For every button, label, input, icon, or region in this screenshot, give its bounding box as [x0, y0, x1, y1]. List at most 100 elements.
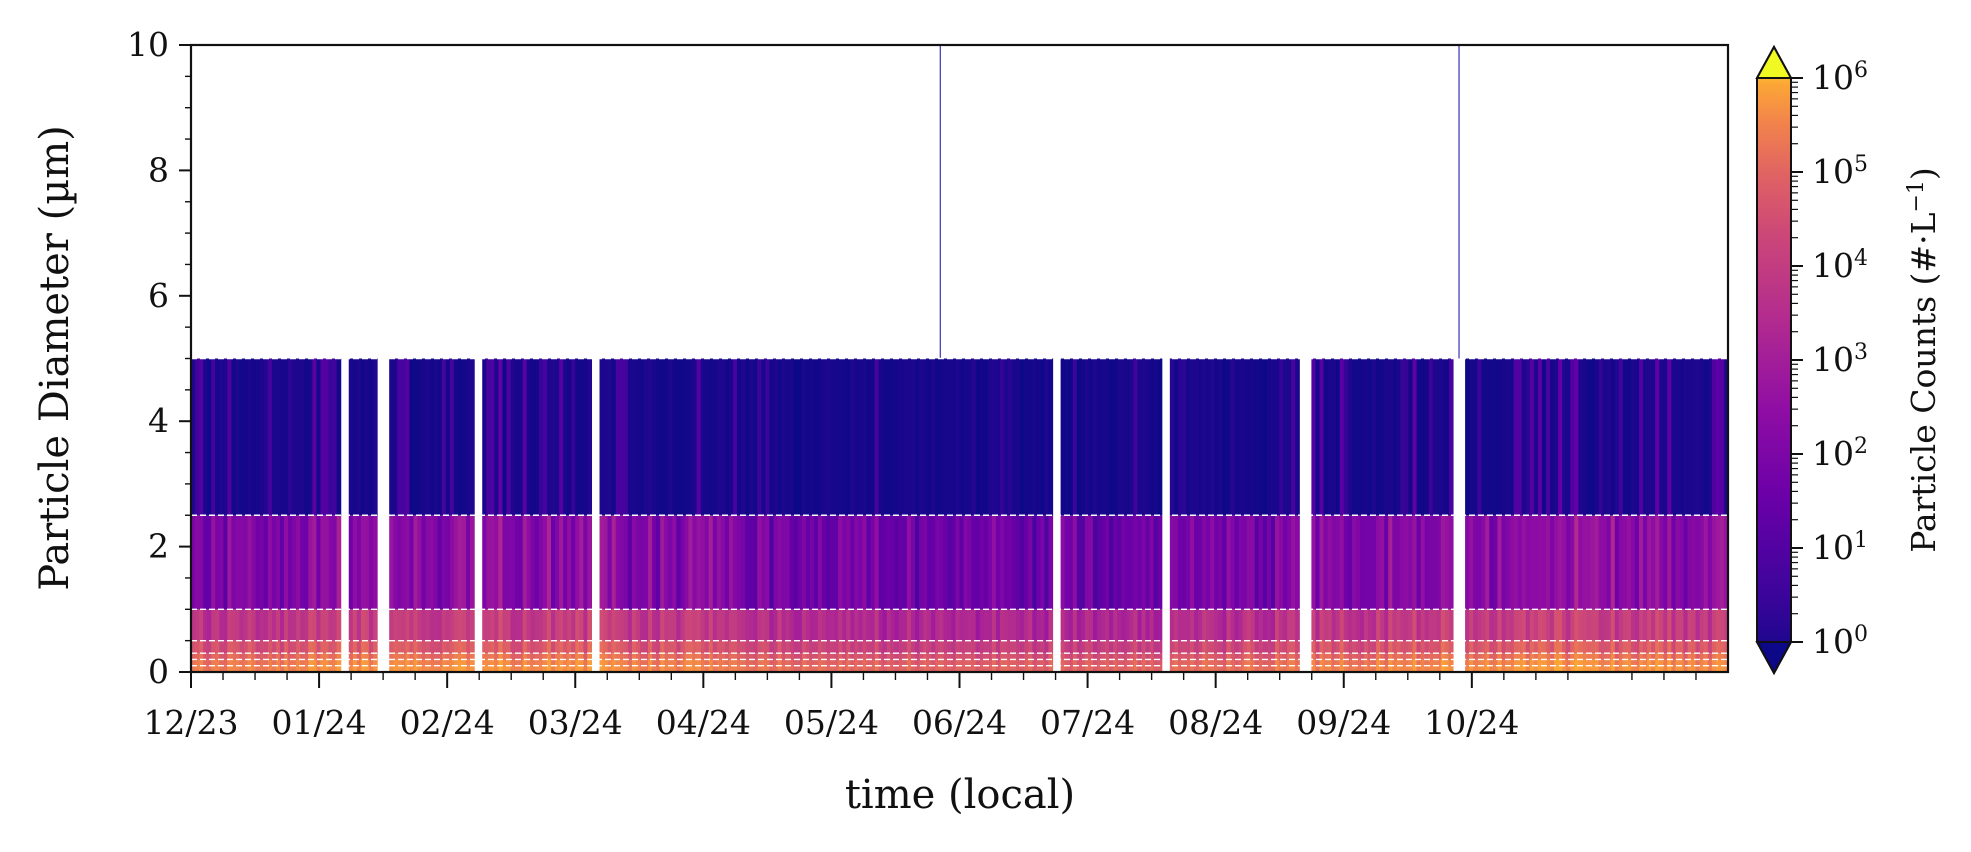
heatmap-cell	[1153, 515, 1159, 610]
heatmap-cell	[858, 609, 864, 641]
heatmap-cell	[514, 358, 520, 516]
heatmap-cell	[457, 640, 463, 654]
heatmap-cell	[1331, 358, 1337, 516]
heatmap-cell	[846, 659, 851, 666]
heatmap-cell	[1210, 665, 1215, 672]
heatmap-cell	[1020, 640, 1025, 654]
heatmap-cell	[995, 653, 1001, 660]
heatmap-cell	[1643, 640, 1648, 654]
heatmap-cell	[696, 653, 702, 660]
heatmap-cell	[615, 665, 621, 672]
heatmap-cell	[688, 640, 694, 654]
heatmap-cell	[898, 640, 904, 654]
heatmap-cell	[599, 609, 605, 641]
heatmap-cell	[1578, 609, 1583, 641]
heatmap-cell	[1440, 515, 1446, 610]
heatmap-cell	[923, 358, 928, 516]
heatmap-cell	[247, 609, 253, 641]
x-tick-label: 07/24	[1040, 703, 1135, 742]
heatmap-cell	[1266, 653, 1272, 660]
heatmap-cell	[919, 653, 924, 660]
heatmap-cell	[1230, 515, 1236, 610]
heatmap-cell	[943, 640, 948, 654]
heatmap-cell	[409, 665, 415, 672]
heatmap-cell	[563, 609, 568, 641]
heatmap-cell	[765, 640, 770, 654]
heatmap-cell	[805, 515, 811, 610]
heatmap-cell	[1574, 358, 1579, 516]
heatmap-cell	[223, 665, 228, 672]
heatmap-cell	[773, 358, 779, 516]
heatmap-cell	[1137, 609, 1143, 641]
heatmap-cell	[1505, 515, 1511, 610]
heatmap-cell	[425, 515, 431, 610]
heatmap-cell	[1129, 640, 1135, 654]
heatmap-cell	[898, 659, 904, 666]
heatmap-cell	[1036, 653, 1041, 660]
heatmap-cell	[1003, 659, 1009, 666]
heatmap-cell	[502, 358, 508, 516]
heatmap-cell	[587, 653, 593, 660]
heatmap-cell	[765, 659, 770, 666]
heatmap-cell	[777, 515, 783, 610]
heatmap-cell	[963, 640, 969, 654]
heatmap-cell	[915, 515, 920, 610]
heatmap-cell	[1088, 609, 1094, 641]
heatmap-cell	[195, 515, 200, 610]
heatmap-cell	[421, 665, 427, 672]
heatmap-cell	[1117, 665, 1122, 672]
heatmap-cell	[623, 665, 629, 672]
heatmap-cell	[1218, 609, 1223, 641]
heatmap-cell	[1242, 609, 1248, 641]
heatmap-cell	[991, 665, 997, 672]
heatmap-cell	[1121, 659, 1126, 666]
heatmap-cell	[518, 659, 524, 666]
heatmap-cell	[923, 515, 928, 610]
heatmap-cell	[1602, 609, 1608, 641]
heatmap-cell	[854, 515, 859, 610]
heatmap-cell	[1392, 640, 1397, 654]
heatmap-cell	[1076, 659, 1082, 666]
heatmap-cell	[1525, 515, 1531, 610]
heatmap-cell	[906, 515, 912, 610]
heatmap-cell	[373, 653, 378, 660]
heatmap-cell	[1683, 659, 1689, 666]
heatmap-cell	[979, 640, 985, 654]
heatmap-cell	[288, 358, 293, 516]
heatmap-cell	[635, 609, 641, 641]
heatmap-cell	[1295, 358, 1300, 516]
heatmap-cell	[441, 515, 447, 610]
heatmap-cell	[1076, 515, 1082, 610]
heatmap-cell	[927, 659, 932, 666]
heatmap-cell	[862, 665, 868, 672]
heatmap-cell	[259, 640, 265, 654]
heatmap-cell	[1590, 609, 1596, 641]
heatmap-cell	[397, 665, 402, 672]
heatmap-cell	[251, 653, 257, 660]
heatmap-cell	[902, 653, 908, 660]
heatmap-cell	[1234, 358, 1240, 516]
y-tick-label: 2	[148, 527, 169, 566]
heatmap-cell	[530, 653, 536, 660]
heatmap-cell	[1125, 358, 1130, 516]
heatmap-cell	[1347, 665, 1353, 672]
heatmap-cell	[842, 640, 847, 654]
heatmap-cell	[951, 515, 957, 610]
heatmap-cell	[1416, 358, 1422, 516]
heatmap-cell	[494, 653, 499, 660]
heatmap-cell	[1153, 665, 1159, 672]
heatmap-cell	[1295, 515, 1300, 610]
heatmap-cell	[1550, 659, 1555, 666]
heatmap-cell	[870, 659, 876, 666]
heatmap-cell	[959, 659, 965, 666]
heatmap-cell	[360, 515, 366, 610]
heatmap-cell	[316, 358, 322, 516]
heatmap-cell	[1250, 609, 1256, 641]
heatmap-cell	[1388, 515, 1393, 610]
heatmap-cell	[348, 515, 354, 610]
heatmap-cell	[826, 609, 831, 641]
heatmap-cell	[470, 653, 475, 660]
heatmap-cell	[838, 358, 843, 516]
heatmap-cell	[919, 665, 924, 672]
heatmap-cell	[967, 358, 973, 516]
